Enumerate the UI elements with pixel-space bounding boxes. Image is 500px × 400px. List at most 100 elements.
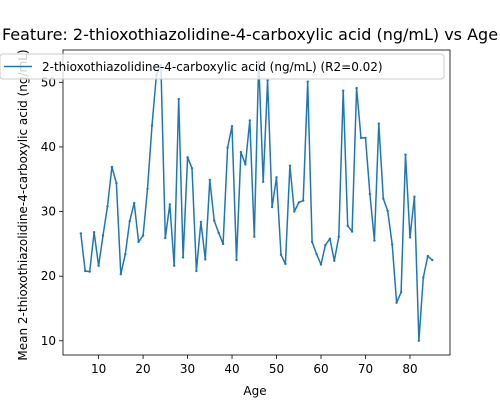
data-point [235, 258, 238, 262]
x-tick-label: 20 [135, 362, 150, 376]
y-tick-label: 30 [41, 205, 56, 219]
data-point [328, 237, 332, 240]
data-point [404, 153, 407, 156]
data-point [284, 262, 287, 266]
x-tick-label: 70 [358, 362, 373, 376]
data-point [195, 269, 198, 273]
data-point [342, 89, 345, 92]
data-point [350, 230, 354, 233]
legend-label: 2-thioxothiazolidine-4-carboxylic acid (… [42, 60, 383, 74]
data-point [199, 220, 203, 224]
data-point [168, 203, 171, 206]
data-point [408, 236, 412, 239]
data-point [315, 253, 318, 256]
data-point [275, 176, 278, 179]
data-point [115, 181, 118, 185]
data-point [279, 253, 283, 256]
x-tick-label: 60 [313, 362, 328, 376]
data-point [124, 253, 127, 256]
legend-box [0, 53, 445, 80]
data-point [186, 156, 189, 159]
data-point [337, 235, 340, 238]
data-point [382, 197, 385, 200]
data-point [92, 231, 96, 234]
data-point [119, 273, 123, 276]
data-point [101, 234, 105, 237]
data-point [386, 209, 389, 213]
y-tick-label: 20 [41, 269, 56, 283]
data-point [164, 236, 167, 240]
series-line [80, 60, 433, 342]
data-point [395, 301, 398, 304]
x-tick-label: 50 [269, 362, 284, 376]
data-point [208, 178, 211, 182]
data-point [88, 270, 91, 273]
data-point [373, 239, 376, 242]
data-point [346, 224, 349, 227]
data-point [262, 180, 265, 183]
data-point [364, 136, 367, 140]
data-point [79, 232, 83, 235]
y-tick-label: 10 [41, 334, 56, 348]
y-tick-label: 40 [41, 140, 56, 154]
data-point [253, 235, 256, 238]
data-point [217, 231, 220, 235]
series-points [79, 60, 434, 342]
data-point [391, 243, 394, 246]
data-point [244, 163, 247, 166]
x-tick-label: 30 [180, 362, 195, 376]
data-point [270, 205, 274, 209]
data-point [359, 136, 363, 140]
data-point [297, 201, 300, 204]
data-point [173, 264, 176, 267]
data-point [333, 259, 336, 262]
x-axis-label: Age [243, 384, 266, 398]
x-tick-label: 40 [224, 362, 239, 376]
data-point [106, 205, 109, 208]
data-point [239, 150, 243, 154]
data-point [293, 210, 296, 213]
plot-area: 10 20 30 40 50 60 70 80 10 20 30 40 50 [41, 49, 451, 376]
data-point [97, 264, 100, 267]
data-point [355, 86, 358, 90]
data-point [177, 97, 180, 101]
data-point [221, 242, 225, 246]
data-point [426, 254, 429, 258]
data-point [204, 258, 207, 261]
data-point [141, 234, 145, 237]
data-point [417, 339, 421, 342]
data-point [431, 258, 434, 262]
data-point [306, 80, 309, 83]
data-point [368, 192, 372, 196]
data-point [190, 167, 194, 170]
data-point [413, 195, 416, 198]
data-point [302, 199, 305, 202]
data-point [226, 146, 229, 149]
data-point [213, 219, 216, 222]
data-point [84, 269, 87, 273]
data-point [133, 201, 136, 205]
data-point [181, 256, 185, 259]
x-tick-label: 10 [91, 362, 106, 376]
data-point [399, 291, 403, 294]
data-point [377, 122, 380, 125]
plot-frame [62, 49, 451, 356]
data-point [110, 165, 114, 169]
chart-title: Feature: 2-thioxothiazolidine-4-carboxyl… [2, 25, 498, 44]
data-point [230, 125, 234, 128]
data-point [150, 124, 154, 127]
x-tick-label: 80 [402, 362, 417, 376]
data-point [310, 240, 314, 244]
legend: 2-thioxothiazolidine-4-carboxylic acid (… [0, 53, 445, 80]
data-point [288, 164, 292, 167]
x-axis-ticks: 10 20 30 40 50 60 70 80 [91, 355, 418, 376]
data-point [266, 79, 269, 82]
data-point [422, 276, 425, 279]
data-point [319, 263, 323, 266]
data-point [324, 243, 327, 247]
data-point [248, 119, 251, 122]
y-axis-label: Mean 2-thioxothiazolidine-4-carboxylic a… [16, 49, 30, 360]
data-point [146, 187, 149, 191]
